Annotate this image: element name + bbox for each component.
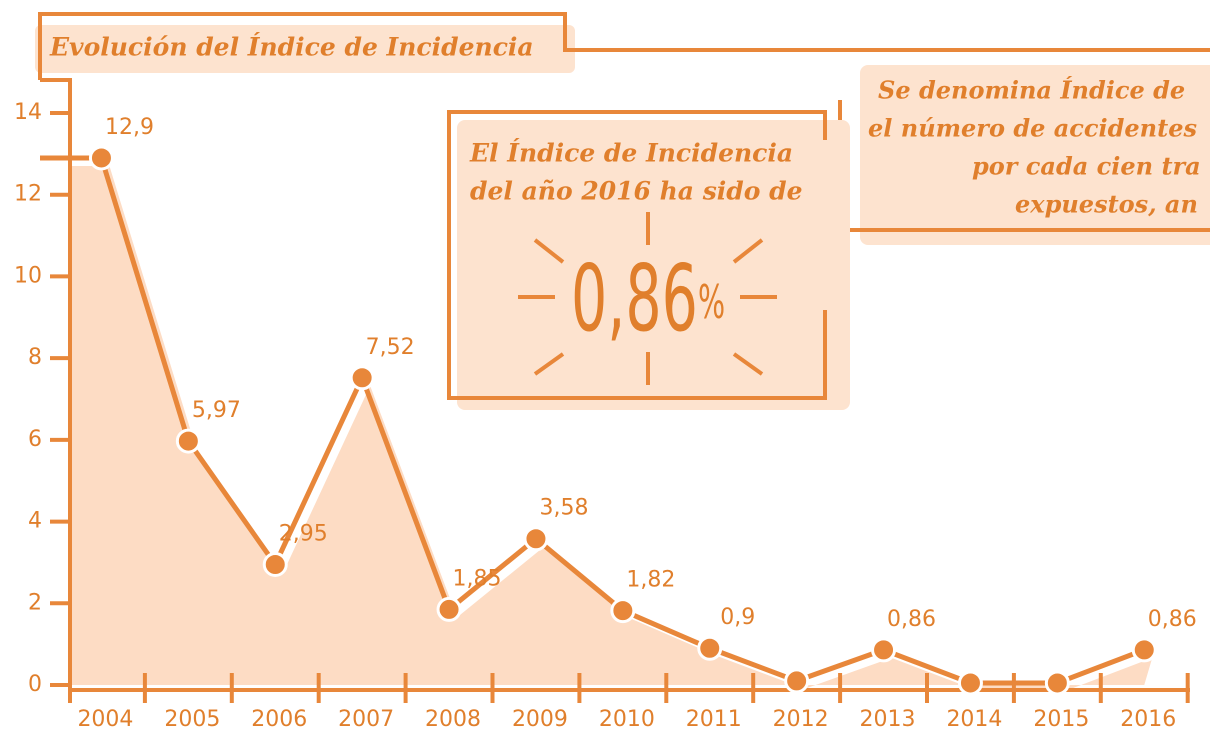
highlight-box bbox=[457, 120, 850, 410]
line bbox=[40, 155, 1146, 686]
point bbox=[1044, 670, 1070, 696]
value-label: 3,58 bbox=[539, 496, 588, 521]
rays bbox=[518, 212, 777, 385]
point bbox=[957, 670, 983, 696]
highlight-value: 0,86 bbox=[571, 246, 698, 353]
highlight-text: El Índice de Incidencia bbox=[469, 139, 793, 168]
note-text: expuestos, an bbox=[1015, 190, 1198, 219]
y-tick-label: 6 bbox=[28, 427, 42, 452]
y-tick-label: 12 bbox=[14, 182, 42, 207]
point bbox=[871, 637, 897, 663]
value-label: 1,85 bbox=[453, 566, 502, 591]
note-text: Se denomina Índice de bbox=[878, 76, 1185, 105]
title-box bbox=[35, 25, 575, 73]
x-tick-label: 2005 bbox=[164, 707, 220, 732]
x-tick-label: 2015 bbox=[1033, 707, 1089, 732]
point bbox=[262, 551, 288, 577]
value-label: 5,97 bbox=[192, 398, 241, 423]
value-label: 0,86 bbox=[1148, 607, 1197, 632]
point bbox=[1131, 637, 1157, 663]
x-tick-label: 2008 bbox=[425, 707, 481, 732]
point bbox=[523, 526, 549, 552]
x-tick-label: 2011 bbox=[686, 707, 742, 732]
highlight-unit: % bbox=[698, 276, 725, 330]
x-tick-label: 2004 bbox=[77, 707, 133, 732]
chart-title: Evolución del Índice de Incidencia bbox=[49, 33, 534, 62]
x-tick-label: 2006 bbox=[251, 707, 307, 732]
x-tick-label: 2016 bbox=[1120, 707, 1176, 732]
y-tick-label: 0 bbox=[28, 672, 42, 697]
point bbox=[784, 668, 810, 694]
note-box bbox=[860, 65, 1210, 245]
area bbox=[71, 165, 1153, 691]
highlight-frame bbox=[447, 110, 827, 400]
y-tick-label: 4 bbox=[28, 509, 42, 534]
point bbox=[697, 635, 723, 661]
point bbox=[175, 428, 201, 454]
y-tick-label: 8 bbox=[28, 345, 42, 370]
value-label: 0,86 bbox=[887, 607, 936, 632]
value-label: 2,95 bbox=[279, 521, 328, 546]
y-tick-label: 14 bbox=[14, 100, 42, 125]
frame-line bbox=[38, 12, 1210, 80]
x-tick-label: 2009 bbox=[512, 707, 568, 732]
x-tick-label: 2010 bbox=[599, 707, 655, 732]
point bbox=[349, 365, 375, 391]
point bbox=[436, 596, 462, 622]
x-tick-label: 2014 bbox=[946, 707, 1002, 732]
highlight-text: del año 2016 ha sido de bbox=[470, 177, 803, 206]
y-tick-label: 2 bbox=[28, 590, 42, 615]
frame-line bbox=[40, 78, 72, 100]
value-label: 12,9 bbox=[105, 115, 154, 140]
point bbox=[610, 598, 636, 624]
x-tick-label: 2013 bbox=[860, 707, 916, 732]
highlight-number: 0,86% bbox=[571, 246, 725, 353]
value-label: 7,52 bbox=[366, 335, 415, 360]
value-label: 1,82 bbox=[626, 568, 675, 593]
x-tick-label: 2012 bbox=[773, 707, 829, 732]
value-label: 0,9 bbox=[720, 605, 755, 630]
x-tick-label: 2007 bbox=[338, 707, 394, 732]
note-text: por cada cien tra bbox=[972, 152, 1201, 181]
point bbox=[88, 145, 114, 171]
y-tick-label: 10 bbox=[14, 263, 42, 288]
note-text: el número de accidentes bbox=[868, 114, 1197, 143]
